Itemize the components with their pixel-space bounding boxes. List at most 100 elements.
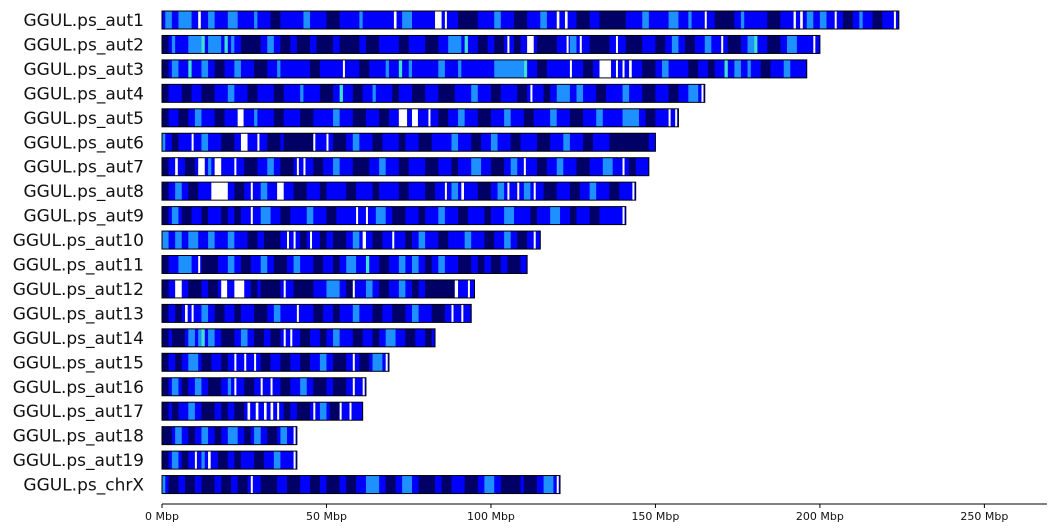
density-band <box>227 255 235 274</box>
gap-block <box>277 182 284 201</box>
density-band <box>221 206 228 225</box>
density-band <box>171 328 186 347</box>
chromosome-outline <box>161 426 298 446</box>
density-band <box>569 182 580 201</box>
density-band <box>260 182 268 201</box>
density-band <box>625 35 643 54</box>
density-band <box>425 35 439 54</box>
chromosome-row-ggul-ps-aut13 <box>161 303 472 323</box>
density-band <box>283 402 291 421</box>
chromosome-row-ggul-ps-aut10 <box>161 230 541 250</box>
chromosome-outline <box>161 450 298 470</box>
gap-block <box>287 231 290 250</box>
density-band <box>165 11 172 29</box>
gap-block <box>435 11 442 29</box>
gap-block <box>356 206 359 225</box>
density-band <box>273 84 284 103</box>
density-band <box>300 377 307 396</box>
density-band <box>477 182 491 201</box>
density-band <box>438 255 445 274</box>
density-band <box>842 11 853 29</box>
density-band <box>221 475 232 494</box>
density-band <box>346 255 357 274</box>
chromosome-row-ggul-ps-aut12 <box>161 279 476 299</box>
gap-block <box>721 35 724 54</box>
gap-block <box>668 108 671 127</box>
density-band <box>507 255 521 274</box>
density-band <box>260 475 278 494</box>
gap-block <box>185 304 188 323</box>
density-band <box>250 279 258 298</box>
density-band <box>448 35 462 54</box>
gap-block <box>556 11 560 29</box>
density-band <box>425 255 432 274</box>
density-band <box>599 11 626 29</box>
density-band <box>217 451 228 470</box>
gap-block <box>362 231 366 250</box>
gap-block <box>385 353 388 372</box>
density-band <box>201 328 205 347</box>
gap-block <box>250 475 253 494</box>
density-band <box>540 11 547 29</box>
density-band <box>398 279 406 298</box>
density-band <box>523 182 531 201</box>
density-band <box>425 157 439 176</box>
x-tick-label: 0 Mbp <box>145 510 179 523</box>
density-band <box>346 475 357 494</box>
density-band <box>300 328 311 347</box>
density-band <box>464 231 472 250</box>
gap-block <box>362 377 365 396</box>
density-band <box>162 157 169 176</box>
density-band <box>313 304 324 323</box>
density-band <box>685 35 695 54</box>
density-band <box>254 426 261 445</box>
chromosome-label: GGUL.ps_chrX <box>23 476 144 496</box>
chromosome-outline <box>161 255 528 274</box>
density-band <box>819 11 827 29</box>
density-band <box>438 59 445 78</box>
chromosome-label: GGUL.ps_aut15 <box>13 353 144 373</box>
density-band <box>201 426 209 445</box>
density-band <box>303 11 311 29</box>
chromosome-base-bar <box>162 255 528 274</box>
density-band <box>237 475 248 494</box>
density-band <box>569 35 577 54</box>
density-band <box>642 11 649 29</box>
density-band <box>201 84 215 103</box>
density-band <box>767 11 781 29</box>
density-band <box>398 182 409 201</box>
density-band <box>270 11 281 29</box>
gap-block <box>622 157 625 176</box>
gap-block <box>533 231 536 250</box>
density-band <box>227 231 235 250</box>
density-band <box>576 11 590 29</box>
density-band <box>398 157 409 176</box>
chromosome-label: GGUL.ps_aut11 <box>13 256 144 276</box>
chromosome-label: GGUL.ps_aut9 <box>24 207 145 227</box>
chromosome-label: GGUL.ps_aut13 <box>13 304 144 324</box>
x-tick-label: 150 Mbp <box>631 510 679 523</box>
gap-block <box>566 35 569 54</box>
density-band <box>333 231 347 250</box>
gap-block <box>615 59 618 78</box>
density-band <box>405 231 413 250</box>
density-band <box>221 328 235 347</box>
density-band <box>425 182 436 201</box>
density-band <box>385 328 396 347</box>
density-band <box>208 157 212 176</box>
chromosome-outline <box>161 475 561 495</box>
gap-block <box>444 182 447 201</box>
gap-block <box>564 11 568 29</box>
gap-block <box>579 35 582 54</box>
density-band <box>162 353 169 372</box>
density-band <box>379 255 389 274</box>
density-band <box>254 328 264 347</box>
density-band <box>471 133 482 152</box>
density-band <box>642 84 656 103</box>
density-band <box>313 157 324 176</box>
density-band <box>234 402 245 421</box>
density-band <box>543 84 551 103</box>
chromosome-outline <box>161 230 541 250</box>
density-band <box>162 279 169 298</box>
